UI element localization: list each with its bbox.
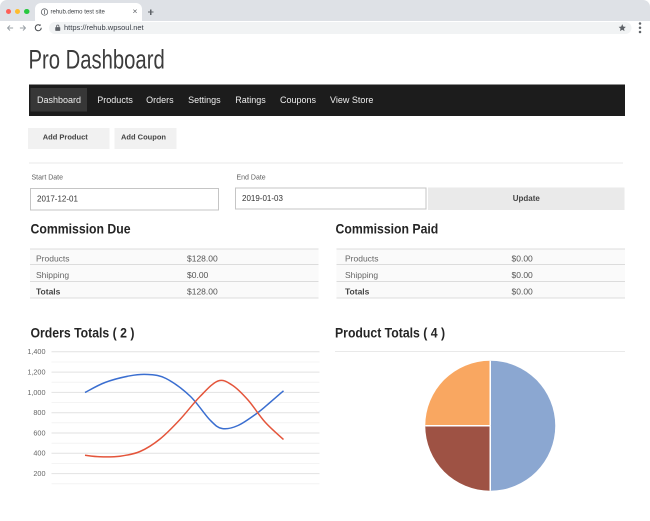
svg-text:400: 400 <box>33 449 45 458</box>
svg-text:600: 600 <box>33 428 45 437</box>
svg-text:800: 800 <box>33 408 45 417</box>
svg-text:1,000: 1,000 <box>27 388 45 397</box>
svg-text:1,400: 1,400 <box>27 347 45 356</box>
svg-text:200: 200 <box>33 469 45 478</box>
svg-text:1,200: 1,200 <box>27 367 45 376</box>
